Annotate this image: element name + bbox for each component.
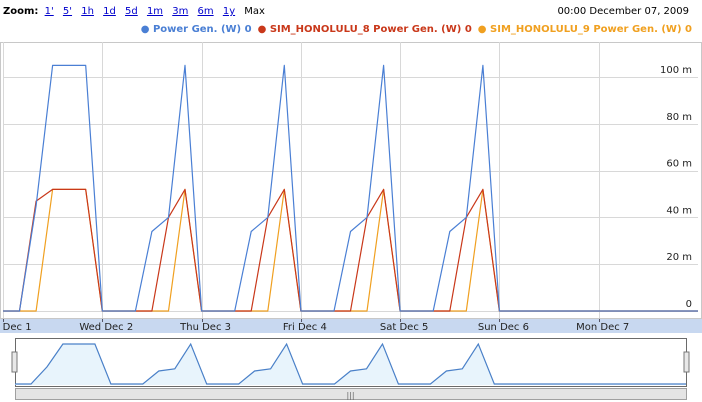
zoom-1-year-link[interactable]: 1y — [222, 6, 236, 17]
legend-dot-icon: ● — [140, 24, 153, 35]
chart-legend: ● Power Gen. (W) 0 ● SIM_HONOLULU_8 Power… — [135, 24, 692, 35]
navigator-right-handle[interactable] — [683, 351, 690, 373]
navigator-area — [15, 344, 686, 385]
zoom-1-minute-link[interactable]: 1' — [44, 6, 54, 17]
scrollbar-grip-icon[interactable]: ||| — [346, 391, 354, 400]
x-tick-label: Thu Dec 3 — [179, 322, 231, 333]
top-bar: Zoom: 1' 5' 1h 1d 5d 1m 3m 6m 1y Max 00:… — [0, 0, 702, 20]
zoom-1-hour-link[interactable]: 1h — [81, 6, 94, 17]
legend-item-2[interactable]: ● SIM_HONOLULU_8 Power Gen. (W) 0 — [258, 24, 472, 35]
legend-item-1[interactable]: ● Power Gen. (W) 0 — [141, 24, 252, 35]
x-axis-band — [0, 319, 702, 333]
zoom-5-day-link[interactable]: 5d — [125, 6, 138, 17]
zoom-1-day-link[interactable]: 1d — [103, 6, 116, 17]
x-tick-label: Sun Dec 6 — [478, 322, 529, 333]
legend-series-name: Power Gen. (W) — [152, 24, 242, 35]
legend-series-name: SIM_HONOLULU_9 Power Gen. (W) — [490, 24, 682, 35]
zoom-controls: Zoom: 1' 5' 1h 1d 5d 1m 3m 6m 1y Max — [3, 6, 265, 17]
y-tick-label: 80 m — [666, 112, 692, 123]
zoom-5-minute-link[interactable]: 5' — [62, 6, 73, 17]
y-tick-label: 40 m — [666, 205, 692, 216]
plot-area — [0, 42, 702, 319]
series-line-1 — [3, 64, 698, 312]
legend-series-name: SIM_HONOLULU_8 Power Gen. (W) — [269, 24, 462, 35]
navigator-line — [15, 342, 686, 385]
x-tick-label: Wed Dec 2 — [79, 322, 133, 333]
y-tick-label: 20 m — [666, 252, 692, 263]
legend-dot-icon: ● — [477, 24, 491, 35]
legend-series-value: 0 — [461, 24, 472, 35]
y-tick-label: 100 m — [660, 65, 692, 76]
zoom-6-month-link[interactable]: 6m — [197, 6, 214, 17]
zoom-1-month-link[interactable]: 1m — [146, 6, 164, 17]
legend-dot-icon: ● — [257, 24, 270, 35]
y-tick-label: 0 — [686, 299, 692, 310]
zoom-max-label: Max — [244, 6, 265, 17]
x-tick-label: Fri Dec 4 — [283, 322, 327, 333]
zoom-3-month-link[interactable]: 3m — [172, 6, 189, 17]
x-tick-label: Tue Dec 1 — [0, 322, 32, 333]
navigator-left-handle[interactable] — [11, 351, 18, 373]
scrollbar[interactable] — [15, 388, 687, 400]
x-tick-label: Sat Dec 5 — [380, 322, 428, 333]
legend-item-3[interactable]: ● SIM_HONOLULU_9 Power Gen. (W) 0 — [478, 24, 692, 35]
zoom-label: Zoom: — [3, 6, 39, 17]
legend-series-value: 0 — [681, 24, 692, 35]
y-tick-label: 60 m — [666, 159, 692, 170]
current-datetime: 00:00 December 07, 2009 — [557, 6, 689, 17]
legend-series-value: 0 — [241, 24, 252, 35]
x-tick-label: Mon Dec 7 — [576, 322, 629, 333]
